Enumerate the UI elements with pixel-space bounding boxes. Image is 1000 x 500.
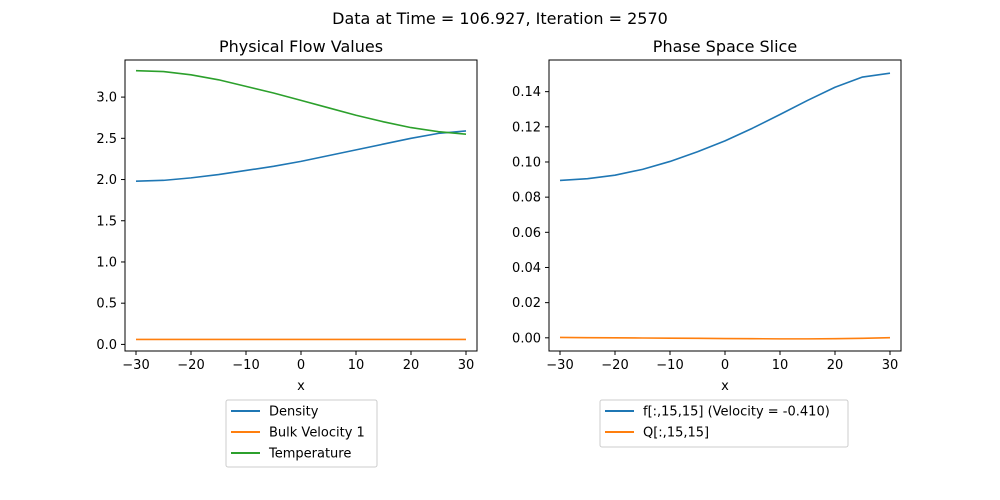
chart-1: Physical Flow Values −30 −20 −10 0 10 20 30 0.0 0… [96,37,478,468]
y-tick-label: 0.00 [512,331,541,346]
x-tick-label: −10 [656,358,683,373]
y-tick-label: 0.08 [512,191,541,206]
x-tick-label: 0 [297,358,305,373]
series-line-3 [135,69,467,135]
y-tick-label: 0.5 [96,297,117,312]
figure-suptitle: Data at Time = 106.927, Iteration = 2570 [332,9,668,28]
chart-title: Physical Flow Values [219,37,383,56]
x-tick-label: −20 [601,358,628,373]
y-tick-label: 2.0 [96,173,117,188]
x-tick-label: 10 [772,358,789,373]
legend-frame [599,399,849,448]
y-tick-label: 0.02 [512,296,541,311]
legend-label: Bulk Velocity 1 [269,426,365,441]
axes-frame [124,59,478,352]
y-tick-label: 0.06 [512,226,541,241]
axes-frame [548,59,902,352]
legend: f[:,15,15] (Velocity = -0.410) Q[:,15,15] [599,399,849,448]
x-tick-label: 0 [721,358,729,373]
x-tick-label: 30 [882,358,899,373]
series-line-1 [559,72,891,182]
y-tick-label: 0.12 [512,120,541,135]
x-tick-label: −20 [177,358,204,373]
legend-label: Density [269,405,319,420]
legend-label: f[:,15,15] (Velocity = -0.410) [643,405,830,420]
series-line-2 [559,336,891,340]
legend-label: Temperature [268,447,351,462]
chart-title: Phase Space Slice [653,37,797,56]
x-tick-label: 10 [348,358,365,373]
y-tick-label: 3.0 [96,91,117,106]
chart-2: Phase Space Slice −30 −20 −10 0 10 20 30 0.00 0.0… [512,37,902,448]
x-tick-label: −30 [122,358,149,373]
x-tick-label: 20 [403,358,420,373]
legend: Density Bulk Velocity 1 Temperature [225,399,378,468]
legend-frame [225,399,378,468]
y-tick-label: 0.04 [512,261,541,276]
y-tick-label: 1.0 [96,255,117,270]
series-line-1 [135,130,467,182]
x-axis-label: x [297,379,305,394]
x-tick-label: −30 [546,358,573,373]
y-tick-label: 2.5 [96,132,117,147]
y-tick-label: 0.14 [512,85,541,100]
y-tick-label: 0.0 [96,338,117,353]
legend-label: Q[:,15,15] [643,426,709,441]
x-axis-label: x [721,379,729,394]
plots-container: Physical Flow Values−30 −20 −10 0 10 20 300.00… [96,37,902,468]
x-tick-label: 20 [827,358,844,373]
x-tick-label: 30 [458,358,475,373]
x-tick-label: −10 [232,358,259,373]
y-tick-label: 1.5 [96,214,117,229]
y-tick-label: 0.10 [512,155,541,170]
